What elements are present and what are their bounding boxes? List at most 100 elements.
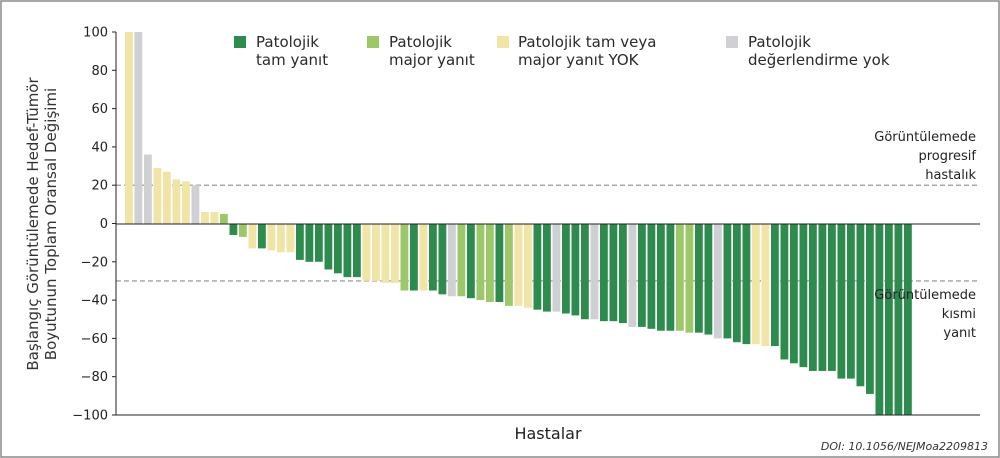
bar-none bbox=[514, 223, 523, 306]
y-tick-label: −100 bbox=[72, 409, 108, 424]
bar-pcr bbox=[799, 223, 808, 368]
legend-swatch-none bbox=[497, 36, 509, 48]
pd-annotation-line-2: progresif bbox=[918, 149, 976, 164]
bar-none bbox=[381, 223, 390, 283]
bar-pcr bbox=[600, 223, 608, 322]
bar-pcr bbox=[429, 223, 437, 291]
bar-none bbox=[153, 167, 162, 224]
legend-label-none-line-2: major yanıt YOK bbox=[518, 51, 640, 69]
bar-pcr bbox=[647, 223, 656, 329]
bar-pcr bbox=[296, 223, 304, 260]
pd-annotation-line-1: Görüntülemede bbox=[874, 130, 976, 145]
bar-none bbox=[761, 223, 770, 347]
bar-pcr bbox=[704, 223, 713, 335]
bar-pcr bbox=[562, 223, 570, 314]
legend-label-none-line-1: Patolojik tam veya bbox=[518, 33, 656, 51]
bar-pcr bbox=[695, 223, 703, 333]
bar-none bbox=[524, 223, 532, 308]
bar-none bbox=[201, 212, 209, 224]
y-axis-title-line-2: Boyutunun Toplam Oransal Değişimi bbox=[42, 88, 60, 360]
bar-none bbox=[419, 223, 428, 291]
bar-pcr bbox=[809, 223, 817, 371]
bar-pcr bbox=[818, 223, 827, 371]
bar-none bbox=[752, 223, 760, 345]
bar-pcr bbox=[866, 223, 874, 394]
y-tick-label: 60 bbox=[91, 102, 108, 117]
y-axis-ticks: 100 80 60 40 20 0 −20 −40 −60 −80 −100 bbox=[72, 26, 116, 424]
y-tick-label: 20 bbox=[91, 179, 108, 194]
bar-ne bbox=[628, 223, 637, 327]
bar-ne bbox=[590, 223, 599, 320]
progressive-disease-annotation: Görüntülemede progresif hastalık bbox=[874, 130, 976, 183]
legend-label-pcr-line-2: tam yanıt bbox=[256, 51, 328, 69]
bar-pcr bbox=[733, 223, 741, 343]
bar-mpr bbox=[476, 223, 485, 301]
y-tick-label: 80 bbox=[91, 64, 108, 79]
bar-none bbox=[277, 223, 285, 253]
bar-none bbox=[372, 223, 380, 281]
bar-pcr bbox=[353, 223, 361, 278]
bar-pcr bbox=[904, 223, 912, 415]
y-tick-label: −20 bbox=[81, 255, 108, 270]
bar-none bbox=[248, 223, 257, 249]
doi-text: DOI: 10.1056/NEJMoa2209813 bbox=[821, 440, 988, 453]
x-axis-title: Hastalar bbox=[514, 424, 582, 443]
bar-pcr bbox=[467, 223, 475, 299]
pr-annotation-line-2: kısmi bbox=[942, 307, 976, 322]
bar-ne bbox=[191, 185, 200, 224]
bar-pcr bbox=[771, 223, 779, 347]
bar-pcr bbox=[657, 223, 665, 331]
bar-mpr bbox=[239, 223, 247, 237]
bar-pcr bbox=[571, 223, 580, 316]
bar-pcr bbox=[742, 223, 751, 345]
bar-pcr bbox=[723, 223, 732, 339]
legend: Patolojik tam yanıt Patolojik major yanı… bbox=[234, 33, 890, 69]
legend-swatch-ne bbox=[726, 36, 738, 48]
bar-ne bbox=[714, 223, 722, 339]
bar-pcr bbox=[837, 223, 846, 379]
bar-pcr bbox=[638, 223, 646, 327]
pr-annotation-line-3: yanıt bbox=[943, 326, 976, 341]
bar-pcr bbox=[343, 223, 352, 278]
bar-pcr bbox=[666, 223, 675, 331]
bar-pcr bbox=[229, 223, 238, 235]
bar-mpr bbox=[486, 223, 494, 303]
bar-pcr bbox=[609, 223, 618, 322]
y-tick-label: 100 bbox=[83, 26, 108, 41]
bar-mpr bbox=[685, 223, 694, 333]
bar-pcr bbox=[828, 223, 836, 371]
bar-pcr bbox=[790, 223, 798, 364]
y-tick-label: 0 bbox=[100, 217, 108, 232]
pd-annotation-line-3: hastalık bbox=[925, 168, 976, 183]
bar-none bbox=[125, 32, 133, 224]
legend-swatch-mpr bbox=[367, 36, 379, 48]
bar-pcr bbox=[847, 223, 855, 379]
bar-pcr bbox=[258, 223, 266, 249]
y-tick-label: 40 bbox=[91, 140, 108, 155]
bar-pcr bbox=[410, 223, 418, 291]
bar-mpr bbox=[400, 223, 409, 291]
bar-pcr bbox=[894, 223, 903, 415]
y-tick-label: −80 bbox=[81, 370, 108, 385]
bar-none bbox=[163, 171, 171, 224]
bar-pcr bbox=[543, 223, 551, 312]
bar-none bbox=[182, 181, 190, 224]
bar-ne bbox=[134, 32, 143, 224]
bar-none bbox=[172, 179, 181, 224]
bar-pcr bbox=[875, 223, 884, 415]
bar-mpr bbox=[676, 223, 684, 331]
bar-ne bbox=[144, 154, 152, 224]
legend-label-pcr-line-1: Patolojik bbox=[256, 33, 319, 51]
bar-none bbox=[210, 212, 219, 224]
bar-ne bbox=[448, 223, 456, 297]
y-axis-title-line-1: Başlangıç Görüntülemede Hedef-Tümör bbox=[24, 77, 42, 371]
bar-pcr bbox=[619, 223, 627, 324]
legend-label-ne-line-1: Patolojik bbox=[748, 33, 811, 51]
legend-label-ne-line-2: değerlendirme yok bbox=[748, 51, 890, 69]
bar-ne bbox=[552, 223, 561, 312]
legend-label-mpr-line-2: major yanıt bbox=[389, 51, 475, 69]
bar-pcr bbox=[305, 223, 314, 262]
bar-none bbox=[267, 223, 276, 251]
bar-pcr bbox=[438, 223, 447, 295]
